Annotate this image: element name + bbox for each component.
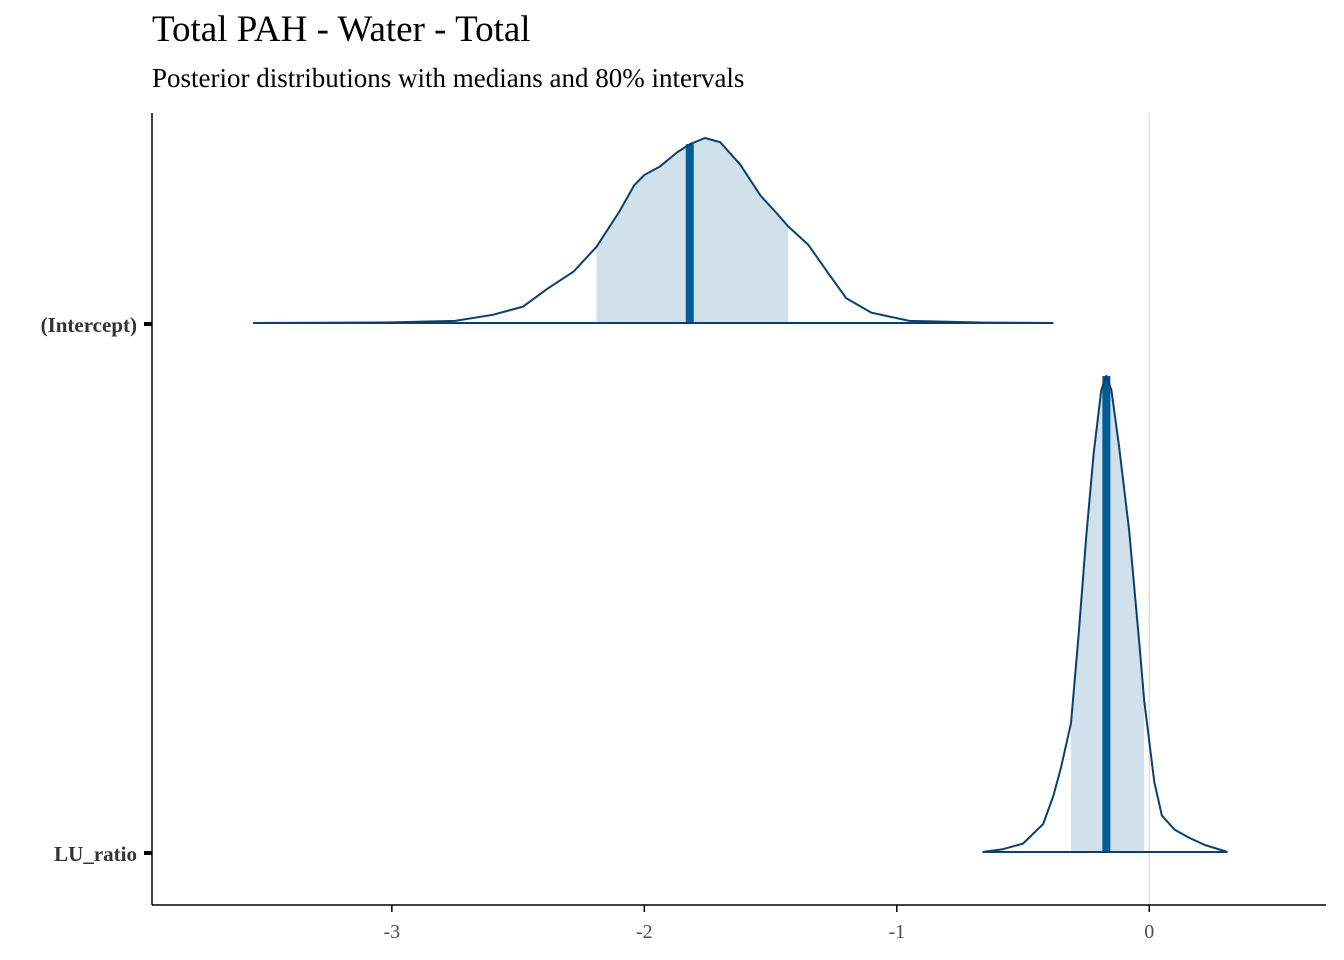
x-tick-label-1: -2	[636, 921, 653, 943]
x-tick-label-3: 0	[1144, 921, 1154, 943]
x-tick-label-2: -1	[888, 921, 905, 943]
y-tick-label-1: LU_ratio	[54, 842, 137, 866]
y-tick-label-0: (Intercept)	[41, 313, 137, 337]
chart-subtitle: Posterior distributions with medians and…	[152, 63, 745, 93]
density-curve-0	[252, 137, 1054, 324]
chart-title: Total PAH - Water - Total	[152, 9, 531, 50]
y-axis-ticks: (Intercept) LU_ratio	[41, 313, 152, 866]
x-tick-label-0: -3	[384, 921, 401, 943]
x-axis-ticks: -3 -2 -1 0	[384, 905, 1154, 943]
density-group	[252, 137, 1228, 853]
density-curve-1	[982, 375, 1228, 853]
